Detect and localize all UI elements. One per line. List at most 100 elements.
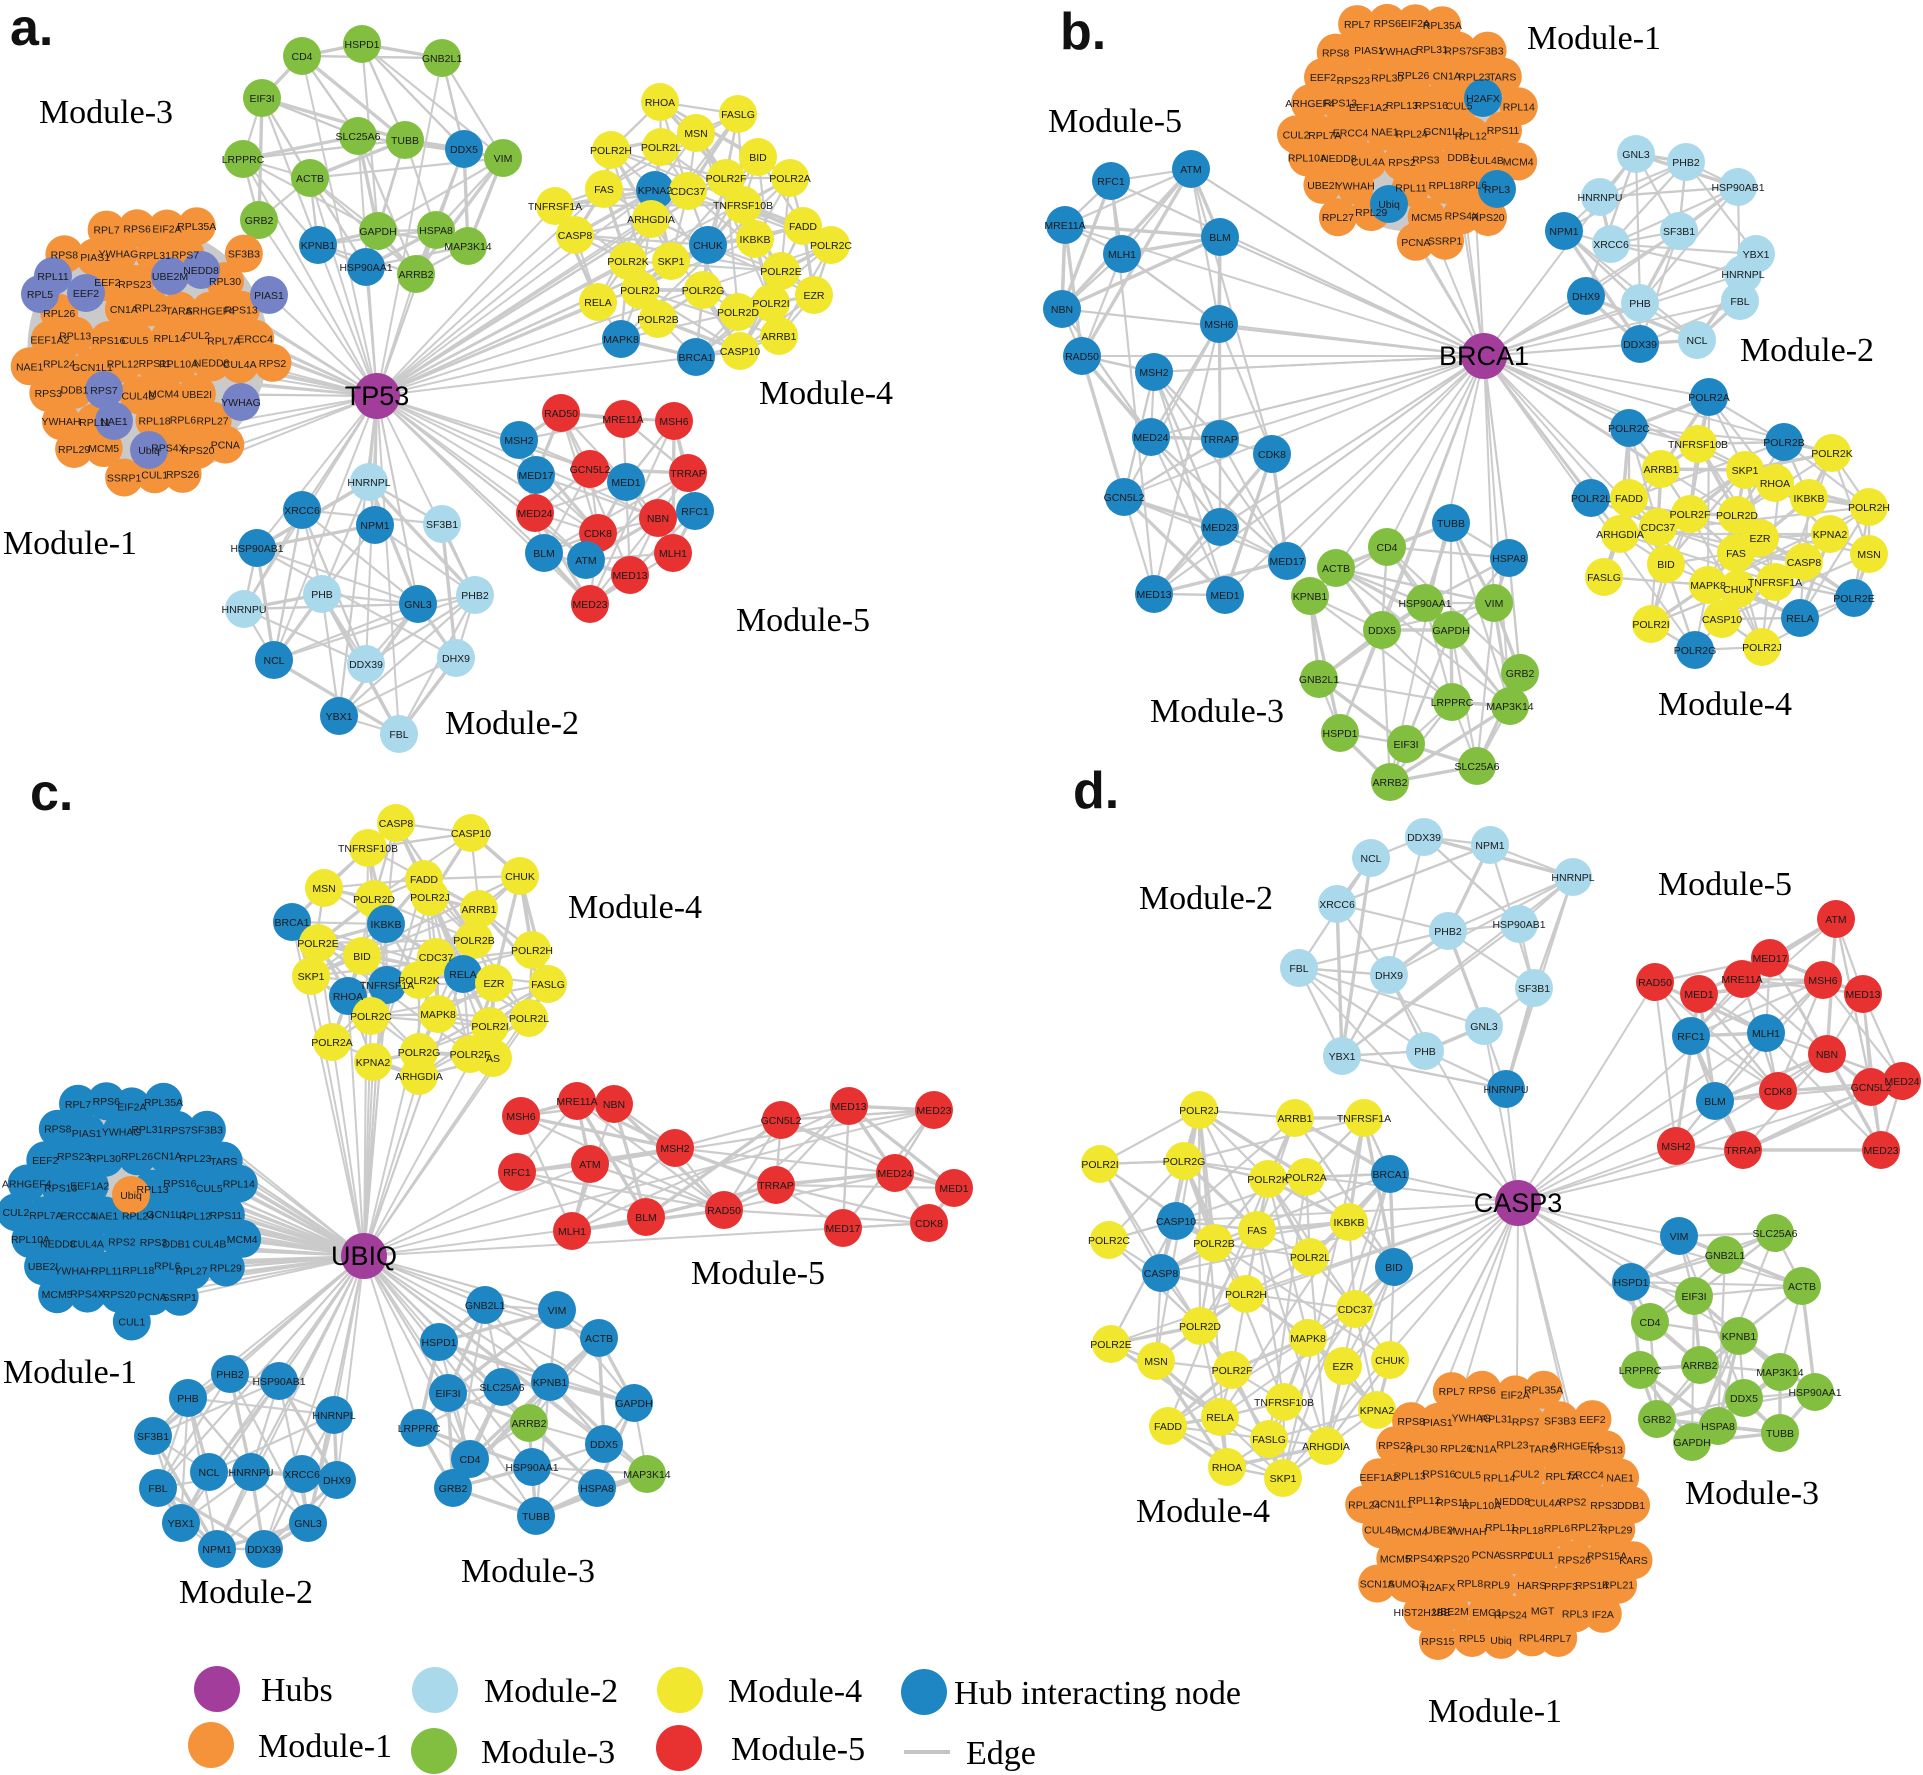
- svg-text:EZR: EZR: [1333, 1361, 1354, 1373]
- svg-text:YWHAG: YWHAG: [221, 397, 261, 409]
- svg-text:RPL14: RPL14: [1503, 101, 1535, 113]
- svg-text:HSPA8: HSPA8: [419, 225, 453, 237]
- svg-text:MED17: MED17: [1752, 953, 1787, 965]
- svg-text:HSP90AB1: HSP90AB1: [252, 1376, 305, 1388]
- svg-text:POLR2C: POLR2C: [1088, 1235, 1130, 1247]
- svg-text:NAE1: NAE1: [100, 416, 128, 428]
- svg-text:YBX1: YBX1: [326, 711, 353, 723]
- svg-text:MED24: MED24: [877, 1168, 912, 1180]
- svg-text:MRE11A: MRE11A: [1721, 974, 1762, 986]
- svg-text:FADD: FADD: [1615, 493, 1643, 505]
- svg-text:RPL23: RPL23: [1496, 1440, 1528, 1452]
- svg-text:GCN1L1: GCN1L1: [146, 1209, 187, 1221]
- svg-text:RPS4X: RPS4X: [1445, 210, 1479, 222]
- svg-text:MED23: MED23: [1863, 1145, 1898, 1157]
- svg-text:GCN1L1: GCN1L1: [1423, 126, 1464, 138]
- svg-text:BID: BID: [1385, 1262, 1403, 1274]
- svg-text:POLR2G: POLR2G: [1674, 645, 1717, 657]
- svg-text:EEF2: EEF2: [73, 288, 99, 300]
- svg-text:BID: BID: [1657, 559, 1675, 571]
- svg-text:GCN5L2: GCN5L2: [1851, 1082, 1892, 1094]
- svg-text:FAS: FAS: [1247, 1225, 1267, 1237]
- svg-text:RPS7: RPS7: [164, 1125, 192, 1137]
- svg-text:HNRNPL: HNRNPL: [312, 1410, 355, 1422]
- svg-text:ERCC4: ERCC4: [1568, 1470, 1604, 1482]
- svg-text:TNFRSF10B: TNFRSF10B: [1254, 1397, 1314, 1409]
- svg-text:DDX5: DDX5: [450, 144, 478, 156]
- svg-text:MSH6: MSH6: [659, 416, 688, 428]
- svg-text:EIF3I: EIF3I: [435, 1388, 460, 1400]
- svg-text:HARS: HARS: [1517, 1580, 1546, 1592]
- svg-text:TNFRSF1A: TNFRSF1A: [360, 980, 414, 992]
- svg-text:RPS2: RPS2: [108, 1236, 136, 1248]
- svg-text:GRB2: GRB2: [1506, 668, 1535, 680]
- svg-text:PHB: PHB: [177, 1393, 199, 1405]
- svg-text:HSPA8: HSPA8: [1492, 553, 1526, 565]
- svg-text:YWHAH: YWHAH: [55, 1265, 94, 1277]
- svg-text:DDX39: DDX39: [1407, 832, 1441, 844]
- svg-text:ACTB: ACTB: [1322, 563, 1350, 575]
- svg-text:BRCA1: BRCA1: [678, 352, 713, 364]
- svg-text:CASP3: CASP3: [1474, 1188, 1563, 1218]
- svg-text:HSPD1: HSPD1: [421, 1337, 456, 1349]
- svg-text:POLR2E: POLR2E: [1090, 1339, 1131, 1351]
- svg-text:POLR2J: POLR2J: [1179, 1105, 1219, 1117]
- svg-text:POLR2B: POLR2B: [637, 314, 678, 326]
- svg-text:RPS16: RPS16: [163, 1178, 196, 1190]
- svg-text:LRPPRC: LRPPRC: [1431, 697, 1474, 709]
- svg-text:NAE1: NAE1: [91, 1210, 119, 1222]
- svg-text:RPL18: RPL18: [1512, 1525, 1544, 1537]
- svg-text:RPS4X: RPS4X: [1406, 1553, 1440, 1565]
- svg-text:YBX1: YBX1: [1743, 249, 1770, 261]
- svg-text:RPL13: RPL13: [1386, 100, 1418, 112]
- svg-text:GAPDH: GAPDH: [1673, 1437, 1710, 1449]
- svg-text:H2AFX: H2AFX: [1421, 1582, 1455, 1594]
- svg-text:RPL29: RPL29: [1600, 1524, 1632, 1536]
- svg-text:DDX39: DDX39: [349, 659, 383, 671]
- svg-text:RPS11: RPS11: [210, 1210, 243, 1222]
- svg-text:RPS3: RPS3: [140, 1237, 168, 1249]
- svg-text:Ubiq: Ubiq: [120, 1190, 142, 1202]
- svg-text:CUL4A: CUL4A: [1528, 1498, 1562, 1510]
- svg-text:PCNA: PCNA: [211, 440, 240, 452]
- svg-text:GAPDH: GAPDH: [615, 1398, 652, 1410]
- svg-text:POLR2F: POLR2F: [706, 173, 747, 185]
- svg-text:MAP3K14: MAP3K14: [444, 241, 491, 253]
- svg-text:VIM: VIM: [1670, 1231, 1689, 1243]
- svg-text:ARHGEF4: ARHGEF4: [1285, 98, 1335, 110]
- svg-text:CD4: CD4: [1639, 1317, 1660, 1329]
- svg-text:BLM: BLM: [533, 548, 555, 560]
- svg-text:KPNA2: KPNA2: [1813, 529, 1848, 541]
- svg-text:FADD: FADD: [1154, 1421, 1182, 1433]
- svg-text:SKP1: SKP1: [298, 971, 325, 983]
- svg-text:MSH6: MSH6: [1808, 975, 1837, 987]
- svg-text:CDC37: CDC37: [671, 186, 706, 198]
- svg-text:RPL14: RPL14: [1483, 1473, 1515, 1485]
- svg-text:LRPPRC: LRPPRC: [222, 154, 265, 166]
- svg-text:RPL8: RPL8: [1457, 1578, 1483, 1590]
- svg-text:Module-3: Module-3: [1685, 1475, 1819, 1512]
- svg-text:RPS15A: RPS15A: [1587, 1550, 1627, 1562]
- svg-text:POLR2F: POLR2F: [1670, 509, 1711, 521]
- svg-text:MED1: MED1: [611, 477, 640, 489]
- svg-text:ARRB1: ARRB1: [1277, 1113, 1312, 1125]
- svg-text:RPL14: RPL14: [223, 1179, 255, 1191]
- svg-text:a.: a.: [10, 0, 53, 57]
- svg-text:TUBB: TUBB: [1437, 518, 1465, 530]
- svg-text:POLR2G: POLR2G: [398, 1047, 441, 1059]
- svg-text:MSN: MSN: [1144, 1356, 1167, 1368]
- svg-text:RPS4X: RPS4X: [151, 443, 185, 455]
- svg-text:MCM5: MCM5: [88, 443, 119, 455]
- svg-text:RPL11: RPL11: [37, 271, 68, 283]
- svg-text:RPS6: RPS6: [93, 1096, 121, 1108]
- svg-text:MLH1: MLH1: [558, 1226, 586, 1238]
- svg-text:ARHGEF4: ARHGEF4: [185, 306, 235, 318]
- svg-text:RHOA: RHOA: [1760, 478, 1790, 490]
- svg-text:PIAS1: PIAS1: [254, 290, 284, 302]
- svg-text:TUBB: TUBB: [522, 1511, 550, 1523]
- svg-text:CDK8: CDK8: [1764, 1086, 1792, 1098]
- svg-text:RPS23: RPS23: [1337, 75, 1370, 87]
- svg-text:RPL5: RPL5: [27, 289, 53, 301]
- svg-text:RAD50: RAD50: [707, 1205, 741, 1217]
- svg-text:GCN1L1: GCN1L1: [1372, 1499, 1413, 1511]
